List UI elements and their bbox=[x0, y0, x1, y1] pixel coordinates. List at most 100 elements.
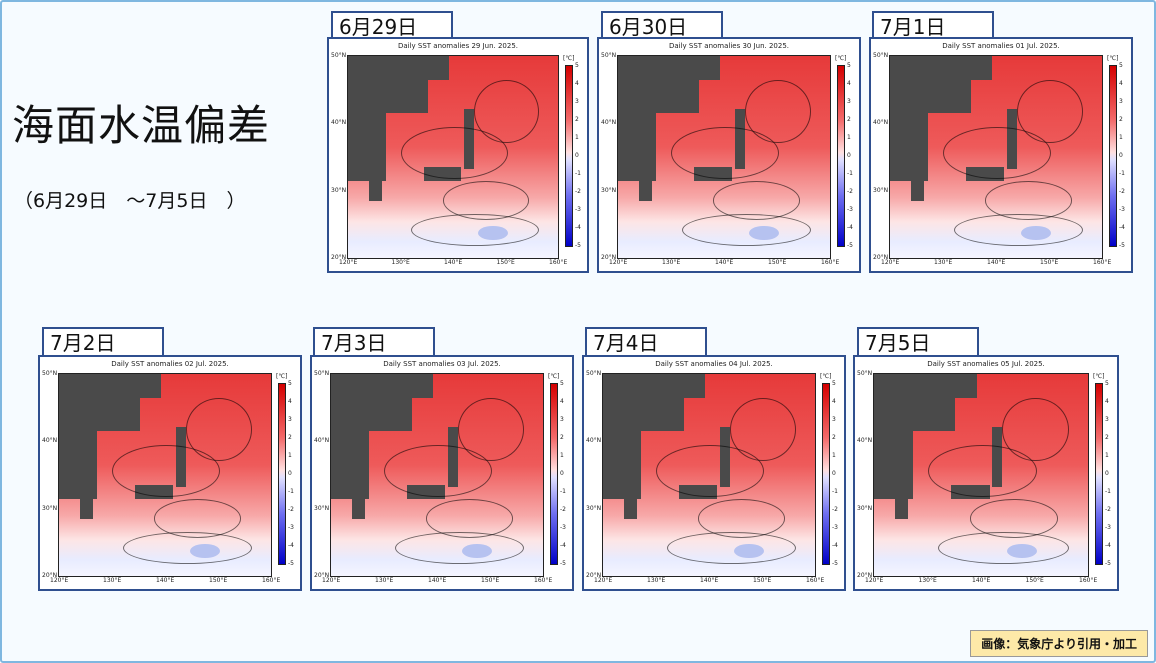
sst-map bbox=[330, 373, 544, 577]
colorbar-tick-label: 3 bbox=[575, 98, 579, 105]
colorbar-tick-label: -5 bbox=[288, 560, 294, 567]
colorbar-tick-label: -2 bbox=[832, 506, 838, 513]
land-mass bbox=[369, 177, 382, 202]
colorbar-unit: [℃] bbox=[548, 373, 560, 380]
lon-tick-label: 150°E bbox=[1040, 259, 1059, 266]
sst-map bbox=[889, 55, 1103, 259]
lat-tick-label: 50°N bbox=[586, 370, 602, 377]
colorbar-tick-label: 5 bbox=[288, 380, 292, 387]
land-mass bbox=[639, 177, 652, 202]
lat-tick-label: 40°N bbox=[601, 119, 617, 127]
lat-tick-label: 30°N bbox=[331, 186, 347, 194]
colorbar-tick-label: -1 bbox=[575, 170, 581, 177]
colorbar-tick-label: -2 bbox=[575, 188, 581, 195]
colorbar bbox=[278, 383, 286, 565]
colorbar-tick-label: 2 bbox=[560, 434, 564, 441]
colorbar-tick-label: 1 bbox=[560, 452, 564, 459]
contour-line bbox=[400, 126, 508, 180]
land-mass bbox=[385, 56, 428, 113]
colorbar-tick-label: -2 bbox=[1105, 506, 1111, 513]
sst-map bbox=[347, 55, 559, 259]
lon-tick-label: 160°E bbox=[1079, 577, 1098, 584]
colorbar-tick-label: 4 bbox=[832, 398, 836, 405]
lat-tick-label: 50°N bbox=[331, 52, 347, 59]
lon-tick-label: 160°E bbox=[806, 577, 825, 584]
colorbar-tick-label: 4 bbox=[1119, 80, 1123, 87]
lat-tick-label: 40°N bbox=[314, 437, 330, 445]
colorbar-tick-label: -4 bbox=[832, 542, 838, 549]
colorbar-tick-label: 1 bbox=[288, 452, 292, 459]
colorbar-tick-label: -5 bbox=[832, 560, 838, 567]
contour-line bbox=[458, 398, 524, 461]
date-tab: 6月29日 bbox=[331, 11, 453, 39]
contour-line bbox=[943, 126, 1051, 180]
page-title: 海面水温偏差 bbox=[12, 101, 271, 150]
colorbar-tick-label: 4 bbox=[847, 80, 851, 87]
colorbar-tick-label: -1 bbox=[1119, 170, 1125, 177]
lon-tick-label: 130°E bbox=[103, 577, 122, 584]
colorbar-unit: [℃] bbox=[276, 373, 288, 380]
colorbar-tick-label: 2 bbox=[1119, 116, 1123, 123]
colorbar-tick-label: 0 bbox=[575, 152, 579, 159]
colorbar-tick-label: -3 bbox=[832, 524, 838, 531]
colorbar-tick-label: 2 bbox=[832, 434, 836, 441]
colorbar-tick-label: 1 bbox=[575, 134, 579, 141]
sst-map-panel: Daily SST anomalies 29 Jun. 2025. 50°N 40°… bbox=[327, 37, 589, 273]
colorbar-unit: [℃] bbox=[820, 373, 832, 380]
colorbar-tick-label: -2 bbox=[560, 506, 566, 513]
colorbar-tick-label: -3 bbox=[560, 524, 566, 531]
contour-line bbox=[938, 531, 1069, 564]
lat-tick-label: 50°N bbox=[857, 370, 873, 377]
land-mass bbox=[970, 56, 992, 81]
contour-line bbox=[1017, 80, 1083, 143]
colorbar-tick-label: -3 bbox=[1105, 524, 1111, 531]
colorbar-tick-label: 2 bbox=[847, 116, 851, 123]
lon-tick-label: 150°E bbox=[209, 577, 228, 584]
contour-line bbox=[927, 444, 1037, 498]
lon-tick-label: 150°E bbox=[496, 259, 515, 266]
date-tab: 7月2日 bbox=[42, 327, 164, 355]
contour-line bbox=[474, 80, 539, 143]
land-mass bbox=[59, 374, 98, 500]
land-mass bbox=[890, 56, 929, 182]
lon-tick-label: 150°E bbox=[481, 577, 500, 584]
colorbar bbox=[1095, 383, 1103, 565]
sst-map bbox=[58, 373, 272, 577]
colorbar-tick-label: 3 bbox=[832, 416, 836, 423]
colorbar-tick-label: 4 bbox=[560, 398, 564, 405]
lat-tick-label: 50°N bbox=[601, 52, 617, 59]
lon-tick-label: 140°E bbox=[987, 259, 1006, 266]
colorbar-tick-label: 5 bbox=[1105, 380, 1109, 387]
lat-tick-label: 20°N bbox=[331, 254, 347, 261]
land-mass bbox=[683, 374, 705, 399]
lat-tick-label: 50°N bbox=[42, 370, 58, 377]
lon-tick-label: 120°E bbox=[50, 577, 69, 584]
colorbar-tick-label: -4 bbox=[575, 224, 581, 231]
colorbar-tick-label: 0 bbox=[288, 470, 292, 477]
lon-tick-label: 140°E bbox=[700, 577, 719, 584]
colorbar-tick-label: 5 bbox=[847, 62, 851, 69]
colorbar-tick-label: 2 bbox=[288, 434, 292, 441]
land-mass bbox=[874, 374, 913, 500]
colorbar-tick-label: 1 bbox=[832, 452, 836, 459]
lon-tick-label: 130°E bbox=[918, 577, 937, 584]
lat-tick-label: 20°N bbox=[314, 572, 330, 579]
colorbar-tick-label: -5 bbox=[560, 560, 566, 567]
colorbar-tick-label: -1 bbox=[288, 488, 294, 495]
contour-line bbox=[666, 531, 796, 564]
land-mass bbox=[698, 56, 720, 81]
colorbar-tick-label: -4 bbox=[1105, 542, 1111, 549]
lat-tick-label: 20°N bbox=[857, 572, 873, 579]
land-mass bbox=[911, 177, 924, 202]
land-mass bbox=[97, 374, 140, 431]
colorbar-tick-label: 3 bbox=[847, 98, 851, 105]
colorbar-tick-label: -4 bbox=[847, 224, 853, 231]
date-range: （6月29日 ～7月5日 ） bbox=[14, 190, 246, 212]
sst-map bbox=[873, 373, 1089, 577]
colorbar-tick-label: -1 bbox=[560, 488, 566, 495]
lon-tick-label: 120°E bbox=[322, 577, 341, 584]
sst-map-panel: Daily SST anomalies 30 Jun. 2025. 50°N 40°… bbox=[597, 37, 861, 273]
colorbar-tick-label: -4 bbox=[560, 542, 566, 549]
map-title: Daily SST anomalies 01 Jul. 2025. bbox=[942, 42, 1060, 50]
colorbar-tick-label: 0 bbox=[560, 470, 564, 477]
